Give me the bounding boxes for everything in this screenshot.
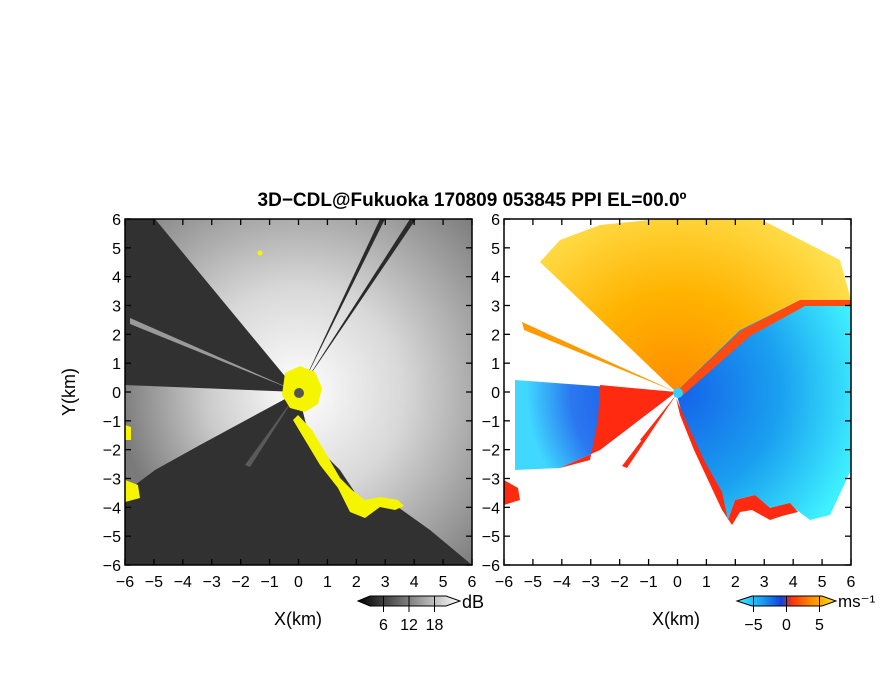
velocity-xtick-label: 5 [818, 574, 827, 591]
velocity-xtick-label: −6 [495, 574, 513, 591]
velocity-shear-strip [676, 300, 851, 396]
reflectivity-xtick-label: 2 [352, 574, 361, 591]
velocity-xtick-label: −2 [611, 574, 629, 591]
reflectivity-ytick-label: −5 [103, 529, 121, 546]
velocity-colorbar-tick-label: 5 [815, 617, 824, 634]
velocity-xtick-label: 1 [702, 574, 711, 591]
reflectivity-ytick-label: −6 [103, 558, 121, 575]
velocity-xtick-label: −4 [553, 574, 571, 591]
reflectivity-xtick-label: −2 [232, 574, 250, 591]
velocity-xtick-label: −5 [524, 574, 542, 591]
velocity-ytick-label: 5 [491, 241, 500, 258]
reflectivity-xtick-label: −6 [116, 574, 134, 591]
velocity-ytick-label: 6 [491, 212, 500, 229]
reflectivity-xtick-label: −3 [203, 574, 221, 591]
reflectivity-nw-spoke [130, 318, 298, 392]
chart-title: 3D−CDL@Fukuoka 170809 053845 PPI EL=00.0… [258, 190, 687, 211]
velocity-west-red-wedge [560, 385, 676, 468]
velocity-xtick-label: 0 [673, 574, 682, 591]
reflectivity-xtick-label: −4 [174, 574, 192, 591]
velocity-ytick-label: −5 [482, 529, 500, 546]
reflectivity-ytick-label: −2 [103, 443, 121, 460]
velocity-xtick-label: −3 [582, 574, 600, 591]
reflectivity-colorbar-tick-label: 6 [379, 617, 388, 634]
reflectivity-north-speck [257, 250, 263, 256]
reflectivity-west-clutter [125, 480, 140, 502]
velocity-colorbar-tick-label: −5 [744, 617, 762, 634]
reflectivity-ytick-label: 0 [112, 385, 121, 402]
velocity-colorbar-tick-label: 0 [782, 617, 791, 634]
velocity-ytick-label: −3 [482, 472, 500, 489]
reflectivity-ytick-label: 2 [112, 327, 121, 344]
velocity-colorbar-unit: ms⁻¹ [838, 592, 876, 611]
reflectivity-ne-dark-spoke-2 [300, 219, 416, 390]
velocity-nw-spoke [522, 322, 676, 392]
reflectivity-ne-dark-spoke-1 [300, 219, 385, 390]
velocity-xtick-group: −6 −5 −4 −3 −2 −1 0 1 2 3 4 5 6 [495, 219, 856, 591]
velocity-ytick-label: −2 [482, 443, 500, 460]
reflectivity-ylabel: Y(km) [59, 368, 79, 416]
velocity-xtick-label: 3 [760, 574, 769, 591]
reflectivity-xtick-label: 3 [381, 574, 390, 591]
reflectivity-colorbar-tick-label: 18 [426, 617, 444, 634]
velocity-ytick-label: 4 [491, 270, 500, 287]
velocity-sw-spoke-2 [640, 395, 676, 442]
velocity-panel: −6 −5 −4 −3 −2 −1 0 1 2 3 4 5 6 −6−5−4−3−2−10123456 … [482, 212, 856, 629]
reflectivity-center-dot [294, 388, 304, 398]
velocity-ytick-label: 1 [491, 356, 500, 373]
reflectivity-ytick-label: 4 [112, 270, 121, 287]
velocity-ytick-label: −1 [482, 414, 500, 431]
velocity-west-edge-red [504, 480, 520, 505]
reflectivity-xlabel: X(km) [274, 609, 322, 629]
velocity-north-sector [540, 219, 851, 392]
velocity-ytick-label: −6 [482, 558, 500, 575]
reflectivity-south-clutter [293, 415, 404, 518]
reflectivity-xtick-label: 1 [323, 574, 332, 591]
velocity-south-boundary [676, 398, 798, 525]
reflectivity-image [125, 219, 472, 565]
reflectivity-ytick-label: 6 [112, 212, 121, 229]
reflectivity-ytick-label: −4 [103, 500, 121, 517]
velocity-xtick-label: −1 [639, 574, 657, 591]
velocity-colorbar: −5 0 5 ms⁻¹ [735, 592, 876, 634]
velocity-ytick-label: 0 [491, 385, 500, 402]
reflectivity-west-sector [125, 385, 298, 490]
reflectivity-ytick-label: 5 [112, 241, 121, 258]
velocity-image [504, 219, 851, 565]
velocity-xtick-label: 4 [789, 574, 798, 591]
reflectivity-xtick-label: 5 [439, 574, 448, 591]
reflectivity-xtick-label: −1 [260, 574, 278, 591]
reflectivity-ytick-label: −1 [103, 414, 121, 431]
reflectivity-xtick-label: 4 [410, 574, 419, 591]
reflectivity-colorbar-unit: dB [462, 592, 484, 612]
velocity-colorbar-ticks: −5 0 5 [744, 596, 824, 634]
reflectivity-colorbar-ticks: 6 12 18 [379, 596, 444, 634]
reflectivity-xtick-label: 0 [294, 574, 303, 591]
velocity-xtick-label: 2 [731, 574, 740, 591]
reflectivity-ytick-label: −3 [103, 472, 121, 489]
velocity-center-dot [673, 388, 683, 398]
velocity-xlabel: X(km) [652, 609, 700, 629]
velocity-ytick-label: 3 [491, 299, 500, 316]
reflectivity-ytick-group: −6 −5 −4 −3 −2 −1 0 1 2 3 4 5 6 [103, 212, 472, 575]
reflectivity-colorbar-tick-label: 12 [400, 617, 418, 634]
reflectivity-sw-dark-spoke [245, 392, 298, 467]
velocity-ytick-group: −6 −5 −4 −3 −2 −1 0 1 2 3 4 5 6 [482, 212, 851, 575]
reflectivity-xtick-label: 6 [468, 574, 477, 591]
reflectivity-ytick-label: 1 [112, 356, 121, 373]
reflectivity-colorbar: 6 12 18 dB [356, 592, 484, 634]
velocity-ytick-label: 2 [491, 327, 500, 344]
velocity-xtick-label: 6 [847, 574, 856, 591]
reflectivity-xtick-label: −5 [145, 574, 163, 591]
reflectivity-xtick-group: −6 −5 −4 −3 −2 −1 0 1 2 3 4 5 6 [116, 219, 477, 591]
reflectivity-west-clutter-2 [125, 425, 131, 440]
velocity-ytick-label: −4 [482, 500, 500, 517]
reflectivity-panel: −6 −5 −4 −3 −2 −1 0 1 2 3 4 5 6 −6−5−4−3−2−10123456 … [59, 212, 477, 629]
reflectivity-ytick-label: 3 [112, 299, 121, 316]
